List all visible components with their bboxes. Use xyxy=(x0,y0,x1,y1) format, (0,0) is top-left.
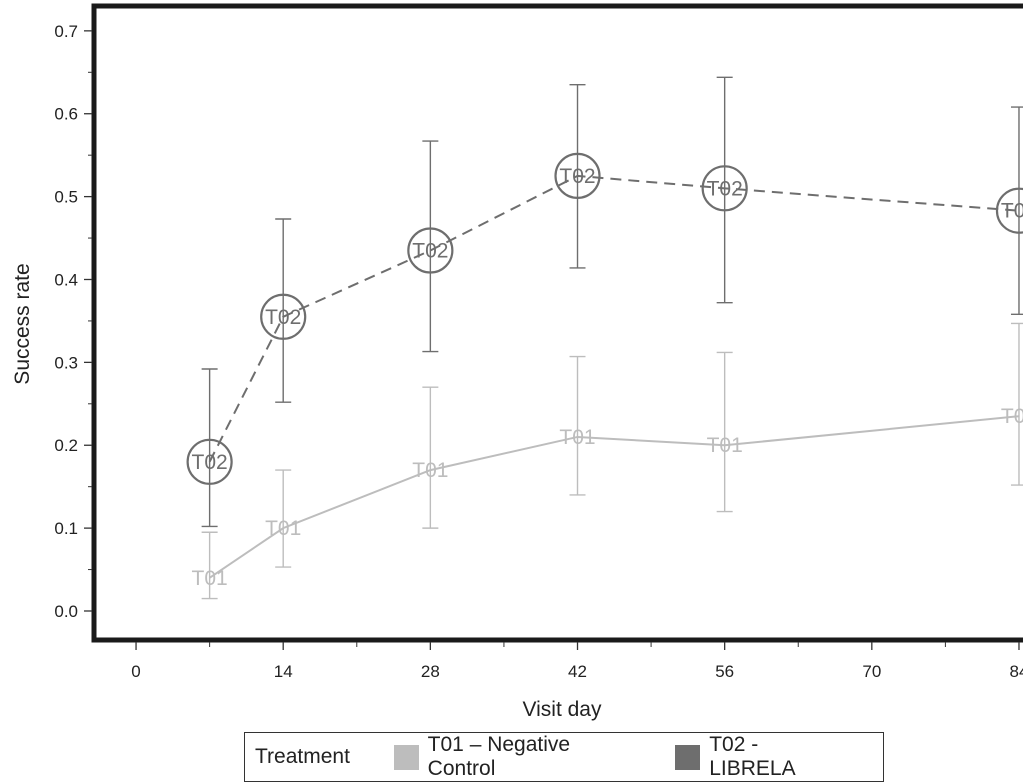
t01-point-label: T01 xyxy=(412,459,448,482)
t01-point-label: T01 xyxy=(192,567,228,590)
y-tick-label: 0.1 xyxy=(54,519,78,538)
t02-point-circle xyxy=(260,293,307,340)
y-tick-label: 0.6 xyxy=(54,105,78,124)
x-tick-label: 28 xyxy=(421,662,440,681)
t02-point-label: T02 xyxy=(412,239,448,262)
y-axis-title: Success rate xyxy=(11,263,34,384)
legend-label-t01: T01 – Negative Control xyxy=(427,733,571,780)
t02-point-circle xyxy=(186,438,233,485)
legend: Treatment T01 – Negative Control T02 - L… xyxy=(244,732,884,782)
t02-point-label: T02 xyxy=(707,177,743,200)
t01-point-label: T01 xyxy=(559,426,595,449)
t01-point-label: T01 xyxy=(707,434,743,457)
y-tick-label: 0.0 xyxy=(54,602,78,621)
legend-title: Treatment xyxy=(255,745,350,768)
y-tick-label: 0.4 xyxy=(54,270,78,289)
x-tick-label: 70 xyxy=(862,662,881,681)
x-tick-label: 0 xyxy=(131,662,140,681)
y-tick-label: 0.7 xyxy=(54,22,78,41)
t02-point-circle xyxy=(554,152,601,199)
t02-point-circle xyxy=(701,165,748,212)
t02-point-label: T02 xyxy=(265,306,301,329)
y-tick-label: 0.5 xyxy=(54,188,78,207)
y-tick-label: 0.3 xyxy=(54,353,78,372)
x-axis-title: Visit day xyxy=(523,698,602,721)
t01-series-line xyxy=(209,415,1020,579)
t01-point-label: T01 xyxy=(1001,405,1023,428)
t02-point-label: T02 xyxy=(1001,200,1023,223)
t02-point-label: T02 xyxy=(192,451,228,474)
x-tick-label: 42 xyxy=(568,662,587,681)
x-tick-label: 56 xyxy=(715,662,734,681)
legend-swatch-t01 xyxy=(393,744,419,770)
y-tick-label: 0.2 xyxy=(54,436,78,455)
x-tick-label: 84 xyxy=(1010,662,1023,681)
chart: 0.0 0.1 0.2 0.3 0.4 0.5 0.6 0.7 0 14 28 42 56 70 84 T0… xyxy=(11,3,1023,721)
t02-point-label: T02 xyxy=(559,165,595,188)
x-tick-label: 14 xyxy=(274,662,293,681)
legend-item-t02: T02 - LIBRELA xyxy=(675,733,849,781)
t01-point-label: T01 xyxy=(265,517,301,540)
legend-swatch-t02 xyxy=(675,744,701,770)
t02-point-circle xyxy=(407,227,454,274)
legend-label-t02: T02 - LIBRELA xyxy=(709,733,796,780)
t02-series-line xyxy=(208,174,1020,463)
legend-item-t01: T01 – Negative Control xyxy=(393,733,642,781)
t02-point-circle xyxy=(995,187,1023,234)
